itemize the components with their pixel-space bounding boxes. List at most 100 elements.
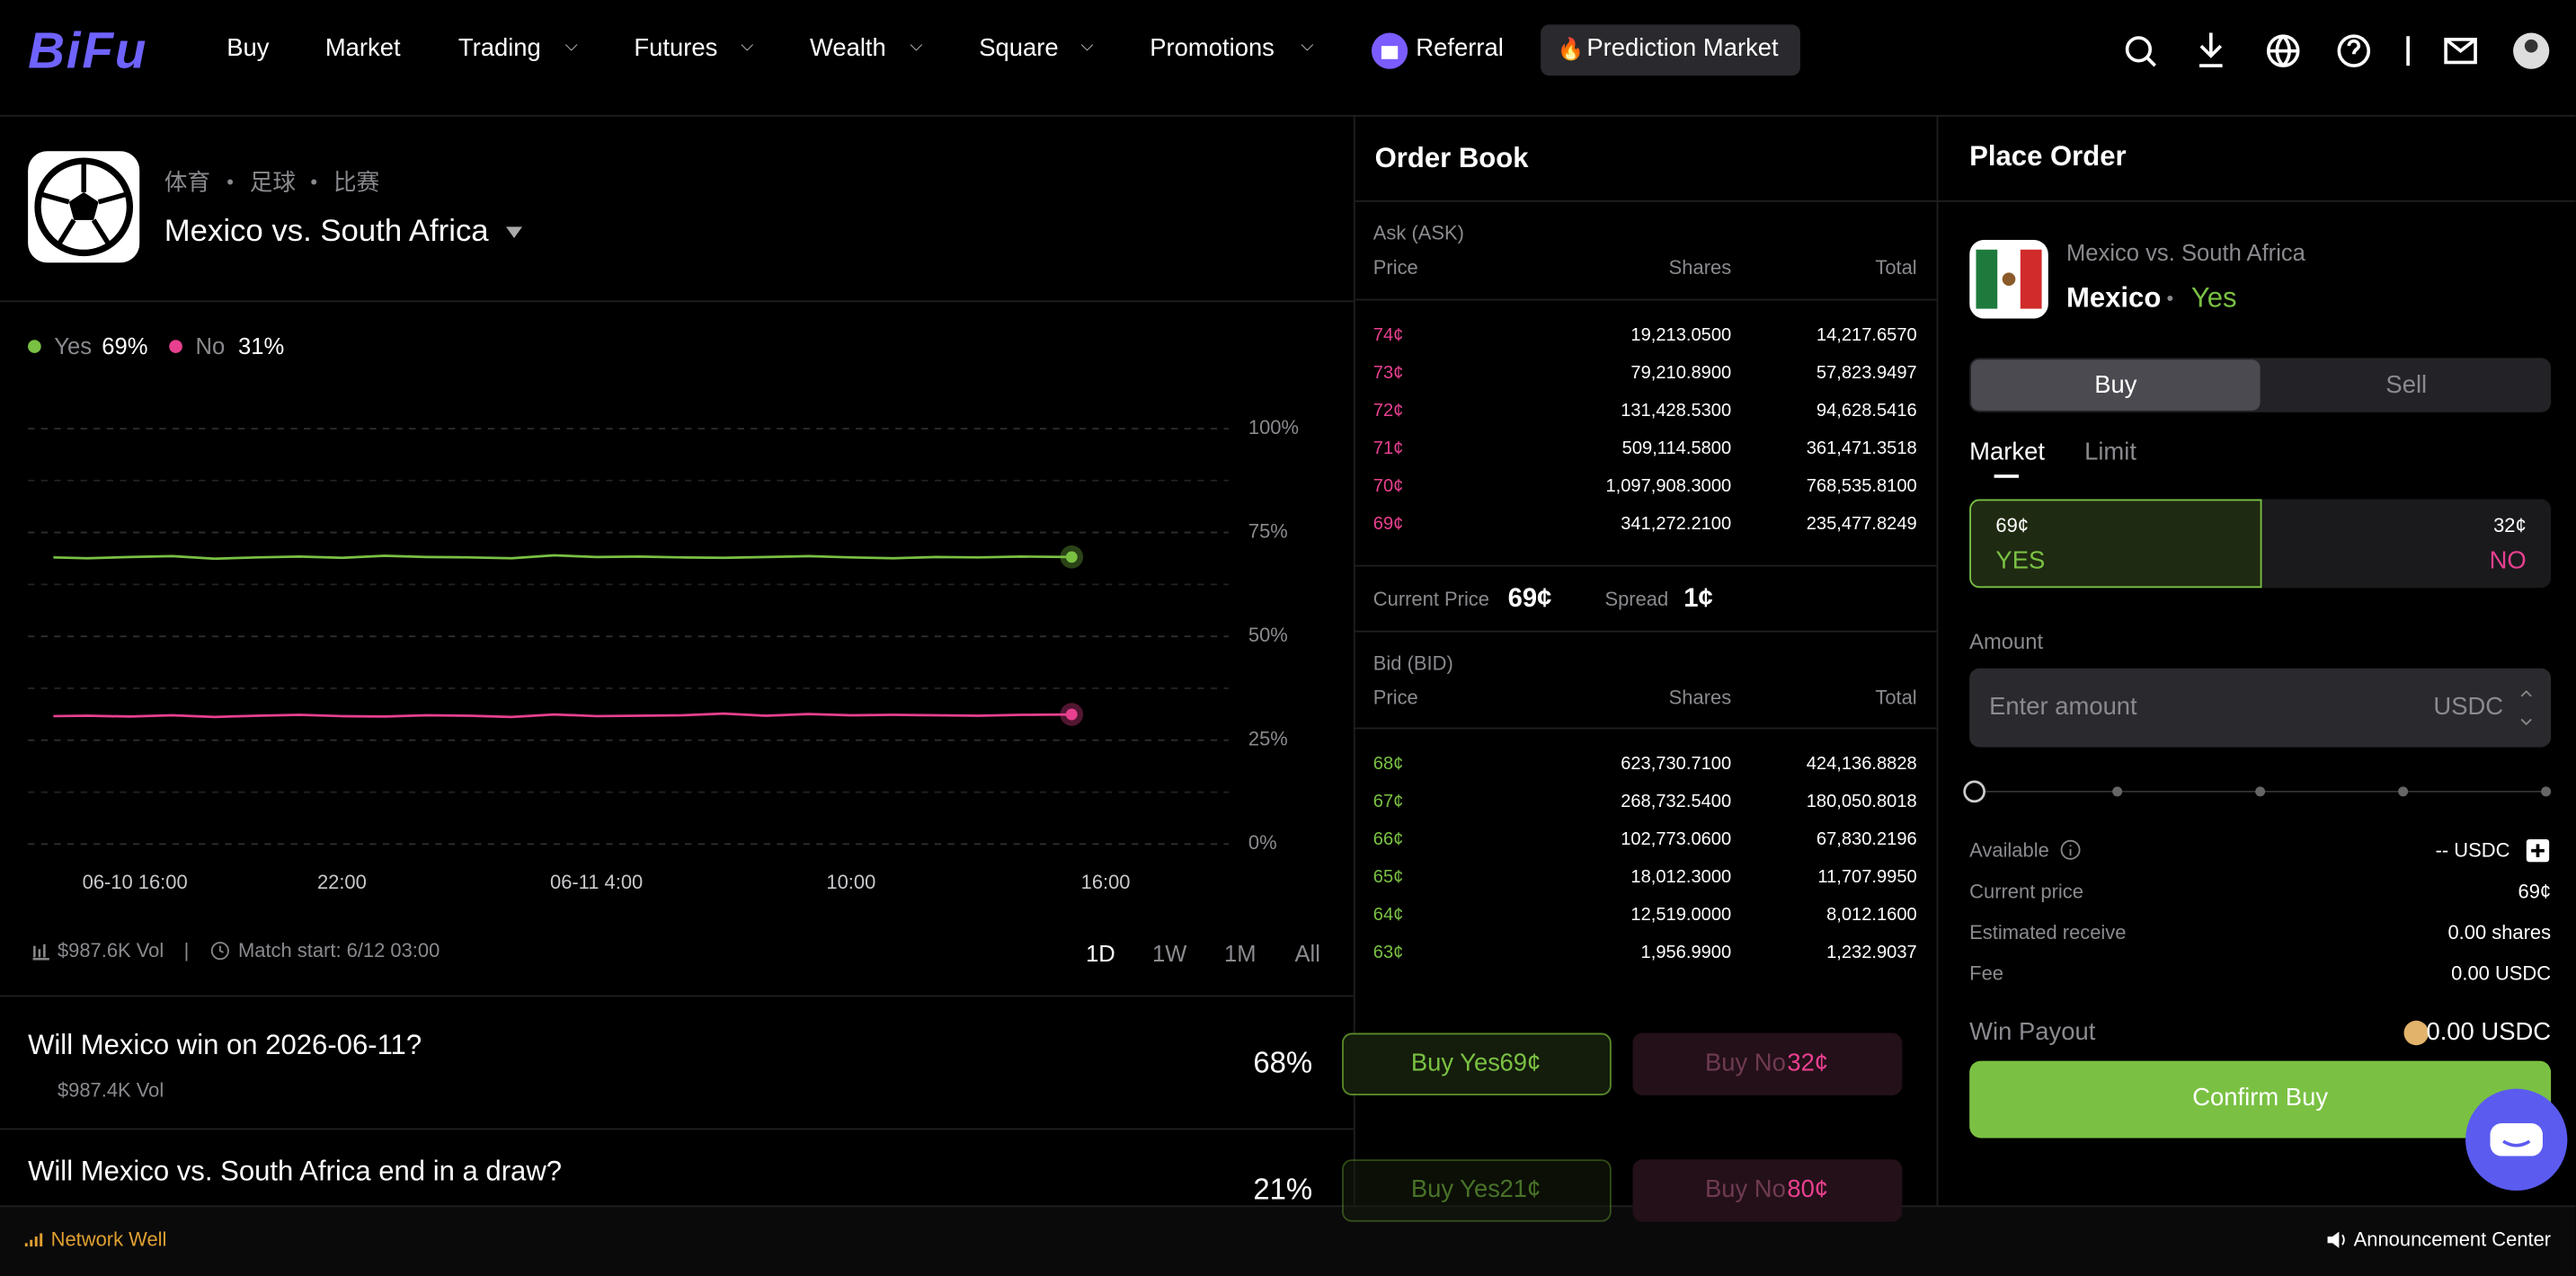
buy-yes-button[interactable] <box>1342 1159 1612 1222</box>
market-icon <box>28 151 140 263</box>
buy-no-price[interactable]: 80¢ <box>1787 1175 1829 1204</box>
breadcrumb-item[interactable]: 体育 <box>164 168 210 195</box>
prediction-button[interactable] <box>1541 24 1800 76</box>
slider[interactable] <box>1959 775 2564 809</box>
yes-option[interactable] <box>1969 499 2262 589</box>
row-price: 69¢ <box>1372 514 1404 535</box>
y-tick-label: 25% <box>1248 728 1288 750</box>
sell-tab[interactable]: Sell <box>2385 371 2428 400</box>
range-button[interactable]: 1M <box>1223 940 1257 967</box>
current-price-label: Current Price <box>1372 587 1489 611</box>
current-price: 69¢ <box>1507 585 1552 614</box>
divider <box>1936 114 1939 1206</box>
divider <box>1353 727 1937 730</box>
legend-name[interactable]: No <box>195 332 226 359</box>
row-shares: 19,213.0500 <box>1630 325 1732 346</box>
detail-value: 0.00 shares <box>2447 920 2552 944</box>
breadcrumb-item[interactable]: 比赛 <box>333 168 380 195</box>
row-shares: 509,114.5800 <box>1621 439 1732 459</box>
no-label[interactable]: NO <box>2489 546 2527 575</box>
stepper[interactable] <box>2518 687 2535 730</box>
limit-type[interactable]: Limit <box>2084 438 2136 467</box>
nav-referral[interactable]: Referral <box>1416 34 1504 63</box>
chat-button[interactable] <box>2464 1087 2569 1192</box>
add-icon[interactable] <box>2526 838 2550 863</box>
breadcrumb-item[interactable]: 足球 <box>249 168 296 195</box>
info-icon <box>2060 839 2081 860</box>
buy-no-button[interactable] <box>1632 1032 1903 1095</box>
buy-tab[interactable]: Buy <box>2094 371 2137 400</box>
place-order-title: Place Order <box>1969 140 2127 173</box>
buy-yes-price[interactable]: 69¢ <box>1499 1049 1541 1077</box>
range-button[interactable]: All <box>1294 940 1320 967</box>
amount-label: Amount <box>1969 629 2044 654</box>
divider <box>0 114 2576 117</box>
network-status: Network Well <box>50 1227 167 1252</box>
logo[interactable]: BiFu <box>28 22 148 80</box>
y-tick-label: 50% <box>1248 624 1288 646</box>
coin-icon <box>2403 1020 2429 1046</box>
end-point <box>1065 551 1078 563</box>
nav-prediction[interactable]: Prediction Market <box>1586 34 1779 63</box>
buy-yes-price[interactable]: 21¢ <box>1499 1175 1541 1204</box>
y-tick-label: 75% <box>1248 519 1288 542</box>
confirm-label[interactable]: Confirm Buy <box>2192 1084 2329 1112</box>
separator: | <box>183 938 190 962</box>
row-shares: 102,773.0600 <box>1621 829 1732 850</box>
probability: 68% <box>1253 1046 1313 1080</box>
buy-no-price[interactable]: 32¢ <box>1787 1049 1829 1077</box>
amount-input[interactable] <box>1969 668 2552 748</box>
legend-name[interactable]: Yes <box>54 332 93 359</box>
nav-arrow: ⌵ <box>741 38 754 57</box>
range-button[interactable]: 1D <box>1086 940 1115 967</box>
nav-item[interactable]: Futures <box>634 34 718 63</box>
footer <box>0 1205 2576 1276</box>
dropdown-arrow[interactable] <box>505 226 526 240</box>
row-price: 68¢ <box>1372 754 1404 775</box>
clock-icon <box>210 942 229 961</box>
row-shares: 131,428.5300 <box>1621 401 1732 421</box>
confirm-button[interactable] <box>1969 1060 2552 1139</box>
legend-value: 31% <box>237 332 285 359</box>
yes-label: YES <box>1995 546 2046 575</box>
series-line <box>53 712 1072 719</box>
market-type[interactable]: Market <box>1969 438 2045 467</box>
buy-yes-label[interactable]: Buy Yes <box>1410 1175 1500 1204</box>
row-price: 63¢ <box>1372 943 1404 963</box>
row-price: 70¢ <box>1372 476 1404 497</box>
nav-item[interactable]: Wealth <box>809 34 886 63</box>
row-total: 768,535.8100 <box>1806 476 1917 497</box>
nav-item[interactable]: Square <box>979 34 1059 63</box>
row-total: 424,136.8828 <box>1806 754 1917 775</box>
buy-no-label[interactable]: Buy No <box>1704 1049 1786 1077</box>
row-total: 11,707.9950 <box>1817 867 1917 888</box>
nav-item[interactable]: Buy <box>227 34 270 63</box>
buy-no-label[interactable]: Buy No <box>1704 1175 1786 1204</box>
divider <box>0 300 1354 303</box>
buy-yes-label[interactable]: Buy Yes <box>1410 1049 1500 1077</box>
buy-tab-bg[interactable] <box>1971 359 2261 411</box>
nav-item[interactable]: Trading <box>457 34 541 63</box>
column-header: Shares <box>1668 686 1732 710</box>
question[interactable]: Will Mexico win on 2026-06-11? <box>28 1029 422 1061</box>
row-total: 94,628.5416 <box>1816 401 1917 421</box>
detail-label: Available <box>1969 838 2049 863</box>
y-tick-label: 0% <box>1248 831 1277 854</box>
detail-label: Fee <box>1969 961 2003 986</box>
buy-yes-button[interactable] <box>1342 1032 1612 1095</box>
divider <box>0 995 1354 997</box>
announcements[interactable]: Announcement Center <box>2353 1227 2552 1252</box>
buy-no-button[interactable] <box>1632 1159 1903 1222</box>
x-tick-label: 22:00 <box>317 871 367 893</box>
amount-placeholder: Enter amount <box>1989 693 2137 722</box>
question[interactable]: Will Mexico vs. South Africa end in a dr… <box>28 1156 563 1187</box>
range-button[interactable]: 1W <box>1151 940 1187 967</box>
no-price[interactable]: 32¢ <box>2493 513 2527 537</box>
nav-arrow: ⌵ <box>1301 38 1314 57</box>
divider <box>1353 114 1355 1206</box>
nav-item[interactable]: Market <box>324 34 401 63</box>
detail-value: 0.00 USDC <box>2451 961 2552 986</box>
price-chart: 0% 25% 50% 75% 100% 06-10 16:00 22:00 06-11 4:0… <box>28 416 1299 893</box>
nav-item[interactable]: Promotions <box>1150 34 1275 63</box>
spread-label: Spread <box>1604 587 1669 611</box>
